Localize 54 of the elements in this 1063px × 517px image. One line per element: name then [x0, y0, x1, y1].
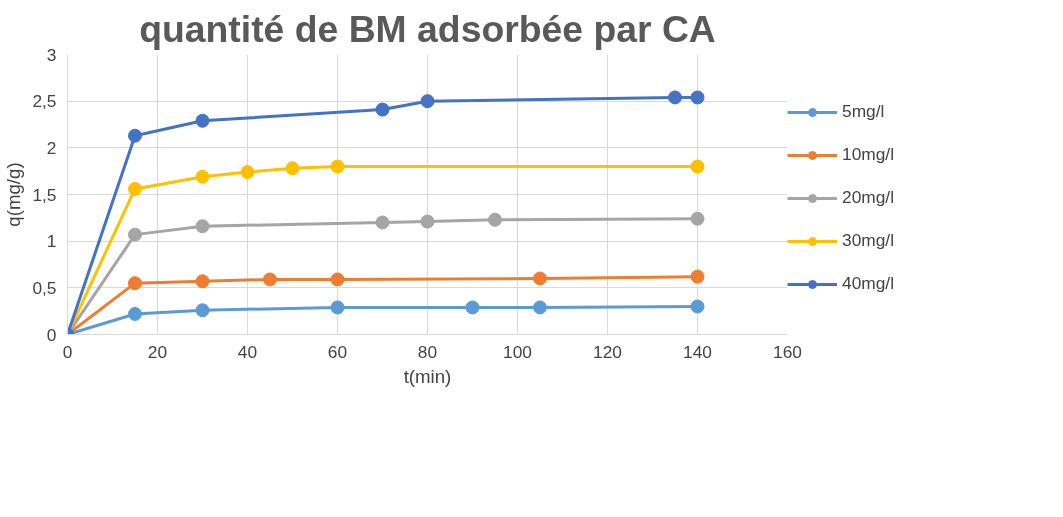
point [128, 306, 142, 321]
point [690, 159, 705, 174]
point [128, 276, 142, 291]
x-tick-label: 60 [327, 341, 348, 362]
point [128, 128, 142, 143]
point [690, 211, 705, 226]
point [330, 300, 345, 315]
point [420, 214, 435, 229]
x-tick-label: 120 [593, 341, 622, 362]
x-tick-label: 40 [237, 341, 258, 362]
y-axis-title: q(mg/g) [3, 162, 25, 227]
point [420, 94, 435, 109]
point [690, 90, 705, 105]
x-tick-label: 160 [773, 341, 802, 362]
point [465, 300, 480, 315]
legend-label: 40mg/l [842, 273, 895, 294]
point [195, 113, 210, 128]
point [195, 303, 210, 318]
point [285, 161, 300, 176]
x-tick-label: 20 [147, 341, 168, 362]
y-tick-label: 2 [46, 137, 57, 158]
point [690, 269, 705, 284]
x-tick-label: 0 [62, 341, 73, 362]
y-tick-label: 1,5 [32, 184, 57, 205]
point [488, 212, 502, 227]
legend-label: 20mg/l [842, 187, 895, 208]
x-axis-title: t(min) [403, 365, 452, 387]
point [375, 215, 390, 230]
point [128, 181, 142, 196]
point [128, 227, 142, 242]
point [533, 300, 547, 315]
y-tick-label: 3 [46, 44, 57, 65]
y-tick-label: 0,5 [32, 277, 57, 298]
legend-label: 5mg/l [842, 101, 885, 122]
y-tick-label: 0 [46, 324, 57, 345]
point [195, 274, 210, 289]
legend-label: 10mg/l [842, 144, 895, 165]
point [690, 299, 705, 314]
x-tick-label: 80 [417, 341, 438, 362]
x-tick-label: 100 [503, 341, 532, 362]
point [668, 90, 682, 105]
y-tick-label: 2,5 [32, 91, 57, 112]
y-tick-label: 1 [46, 231, 57, 252]
point [330, 272, 345, 287]
point [375, 102, 390, 117]
point [240, 165, 255, 180]
chart-title: quantité de BM adsorbée par CA [139, 7, 716, 50]
legend-label: 30mg/l [842, 230, 895, 251]
point [195, 219, 210, 234]
x-tick-label: 140 [683, 341, 712, 362]
point [263, 272, 277, 287]
point [330, 159, 345, 174]
point [195, 169, 210, 184]
point [533, 271, 547, 286]
